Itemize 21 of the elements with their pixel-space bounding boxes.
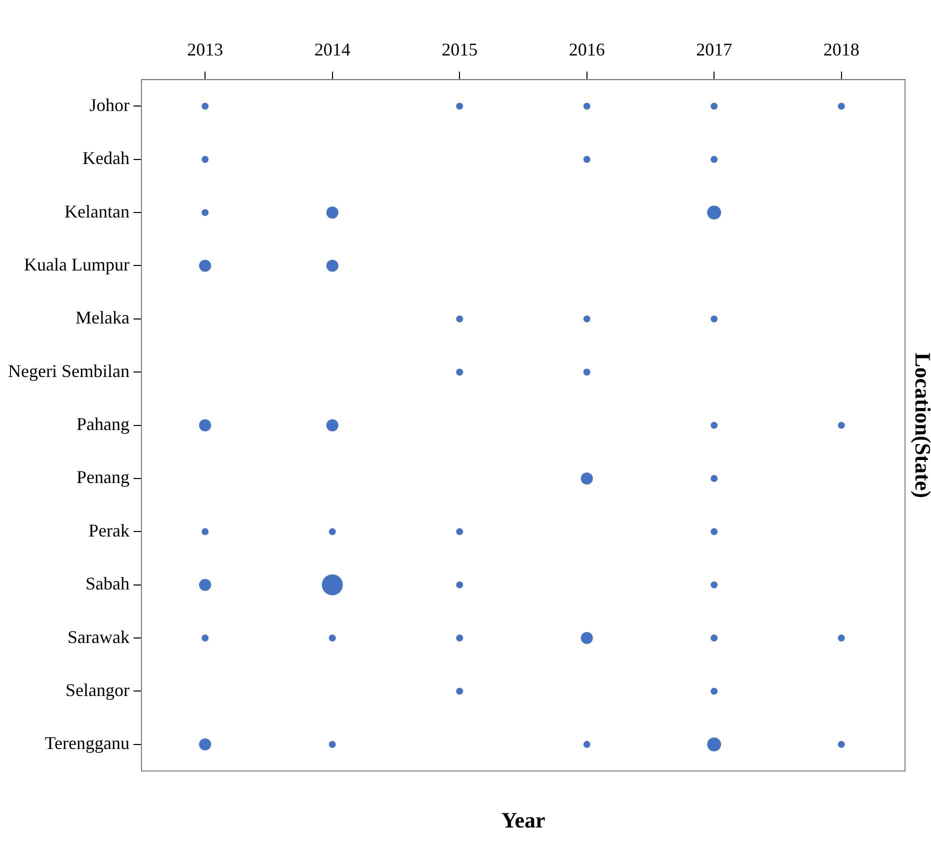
y-tick-label: Kuala Lumpur	[24, 254, 130, 274]
y-tick-label: Melaka	[75, 308, 130, 328]
x-tick-label: 2014	[314, 40, 350, 60]
y-tick-label: Sabah	[85, 574, 130, 594]
y-axis-title: Location(State)	[910, 352, 931, 498]
y-tick-label: Kedah	[82, 148, 130, 168]
x-tick-label: 2017	[696, 40, 732, 60]
x-tick-label: 2016	[568, 40, 605, 60]
y-tick-label: Selangor	[65, 680, 130, 700]
x-tick-label: 2018	[823, 40, 860, 60]
y-tick-label: Negeri Sembilan	[8, 360, 130, 381]
y-tick-label: Penang	[76, 467, 130, 488]
y-tick-label: Sarawak	[67, 626, 130, 647]
y-tick-label: Perak	[88, 520, 130, 540]
x-tick-label: 2015	[442, 40, 478, 60]
y-tick-label: Kelantan	[64, 201, 130, 222]
y-tick-label: Pahang	[76, 414, 130, 434]
x-axis-title: Year	[501, 808, 546, 833]
x-tick-label: 2013	[187, 40, 224, 60]
y-tick-label: Terengganu	[44, 733, 130, 754]
y-tick-label: Johor	[89, 94, 130, 115]
